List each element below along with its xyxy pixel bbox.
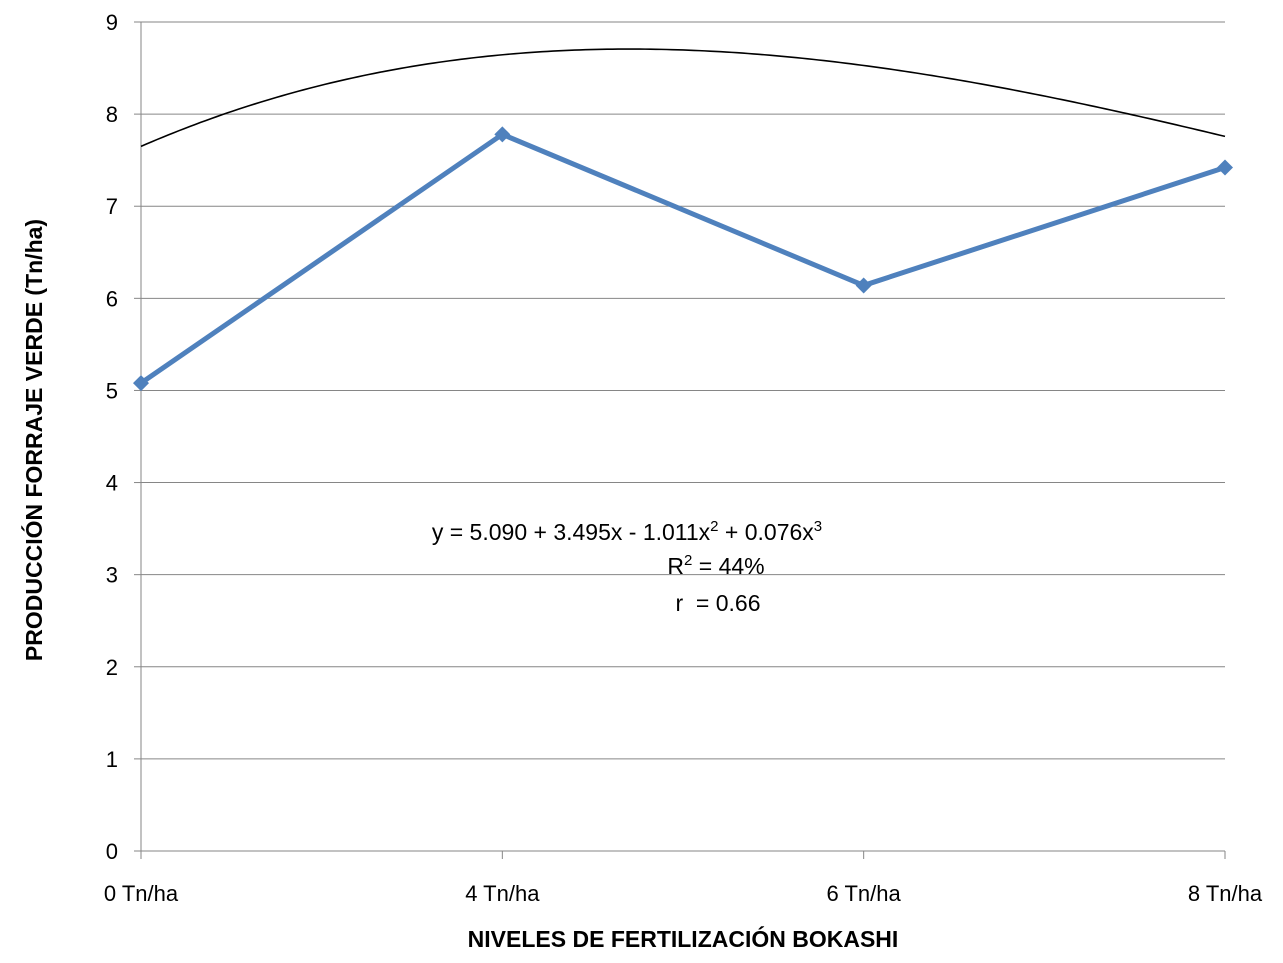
data-point-marker — [133, 375, 149, 392]
y-tick-label: 0 — [106, 839, 118, 864]
x-tick-labels: 0 Tn/ha 4 Tn/ha 6 Tn/ha 8 Tn/ha — [104, 881, 1263, 906]
y-tick-labels: 0 1 2 3 4 5 6 7 8 9 — [106, 10, 118, 864]
x-tick-label: 8 Tn/ha — [1188, 881, 1263, 906]
series-line — [139, 131, 1226, 386]
equation-text: y = 5.090 + 3.495x - 1.011x2 + 0.076x3 — [432, 518, 822, 545]
y-tick-label: 2 — [106, 655, 118, 680]
y-tick-label: 5 — [106, 378, 118, 403]
gridlines — [141, 21, 1225, 760]
y-tick-label: 8 — [106, 102, 118, 127]
data-point-marker — [1217, 159, 1233, 176]
x-tick-label: 6 Tn/ha — [827, 881, 902, 906]
y-axis-title: PRODUCCIÓN FORRAJE VERDE (Tn/ha) — [20, 219, 47, 661]
data-series — [133, 126, 1233, 392]
x-tick-label: 4 Tn/ha — [465, 881, 540, 906]
data-point-marker — [494, 126, 511, 143]
x-axis-title: NIVELES DE FERTILIZACIÓN BOKASHI — [468, 925, 899, 952]
trendline-curve — [140, 48, 1226, 148]
axes — [134, 21, 1226, 859]
y-tick-label: 9 — [106, 10, 118, 35]
x-tick-label: 0 Tn/ha — [104, 881, 179, 906]
data-point-marker — [855, 277, 872, 294]
y-tick-label: 4 — [106, 471, 118, 496]
y-tick-label: 7 — [106, 194, 118, 219]
trendline — [140, 48, 1226, 148]
r-squared-text: R2 = 44% — [667, 552, 764, 579]
y-tick-label: 6 — [106, 286, 118, 311]
y-tick-label: 1 — [106, 747, 118, 772]
r-text: r = 0.66 — [675, 590, 760, 616]
y-tick-label: 3 — [106, 563, 118, 588]
